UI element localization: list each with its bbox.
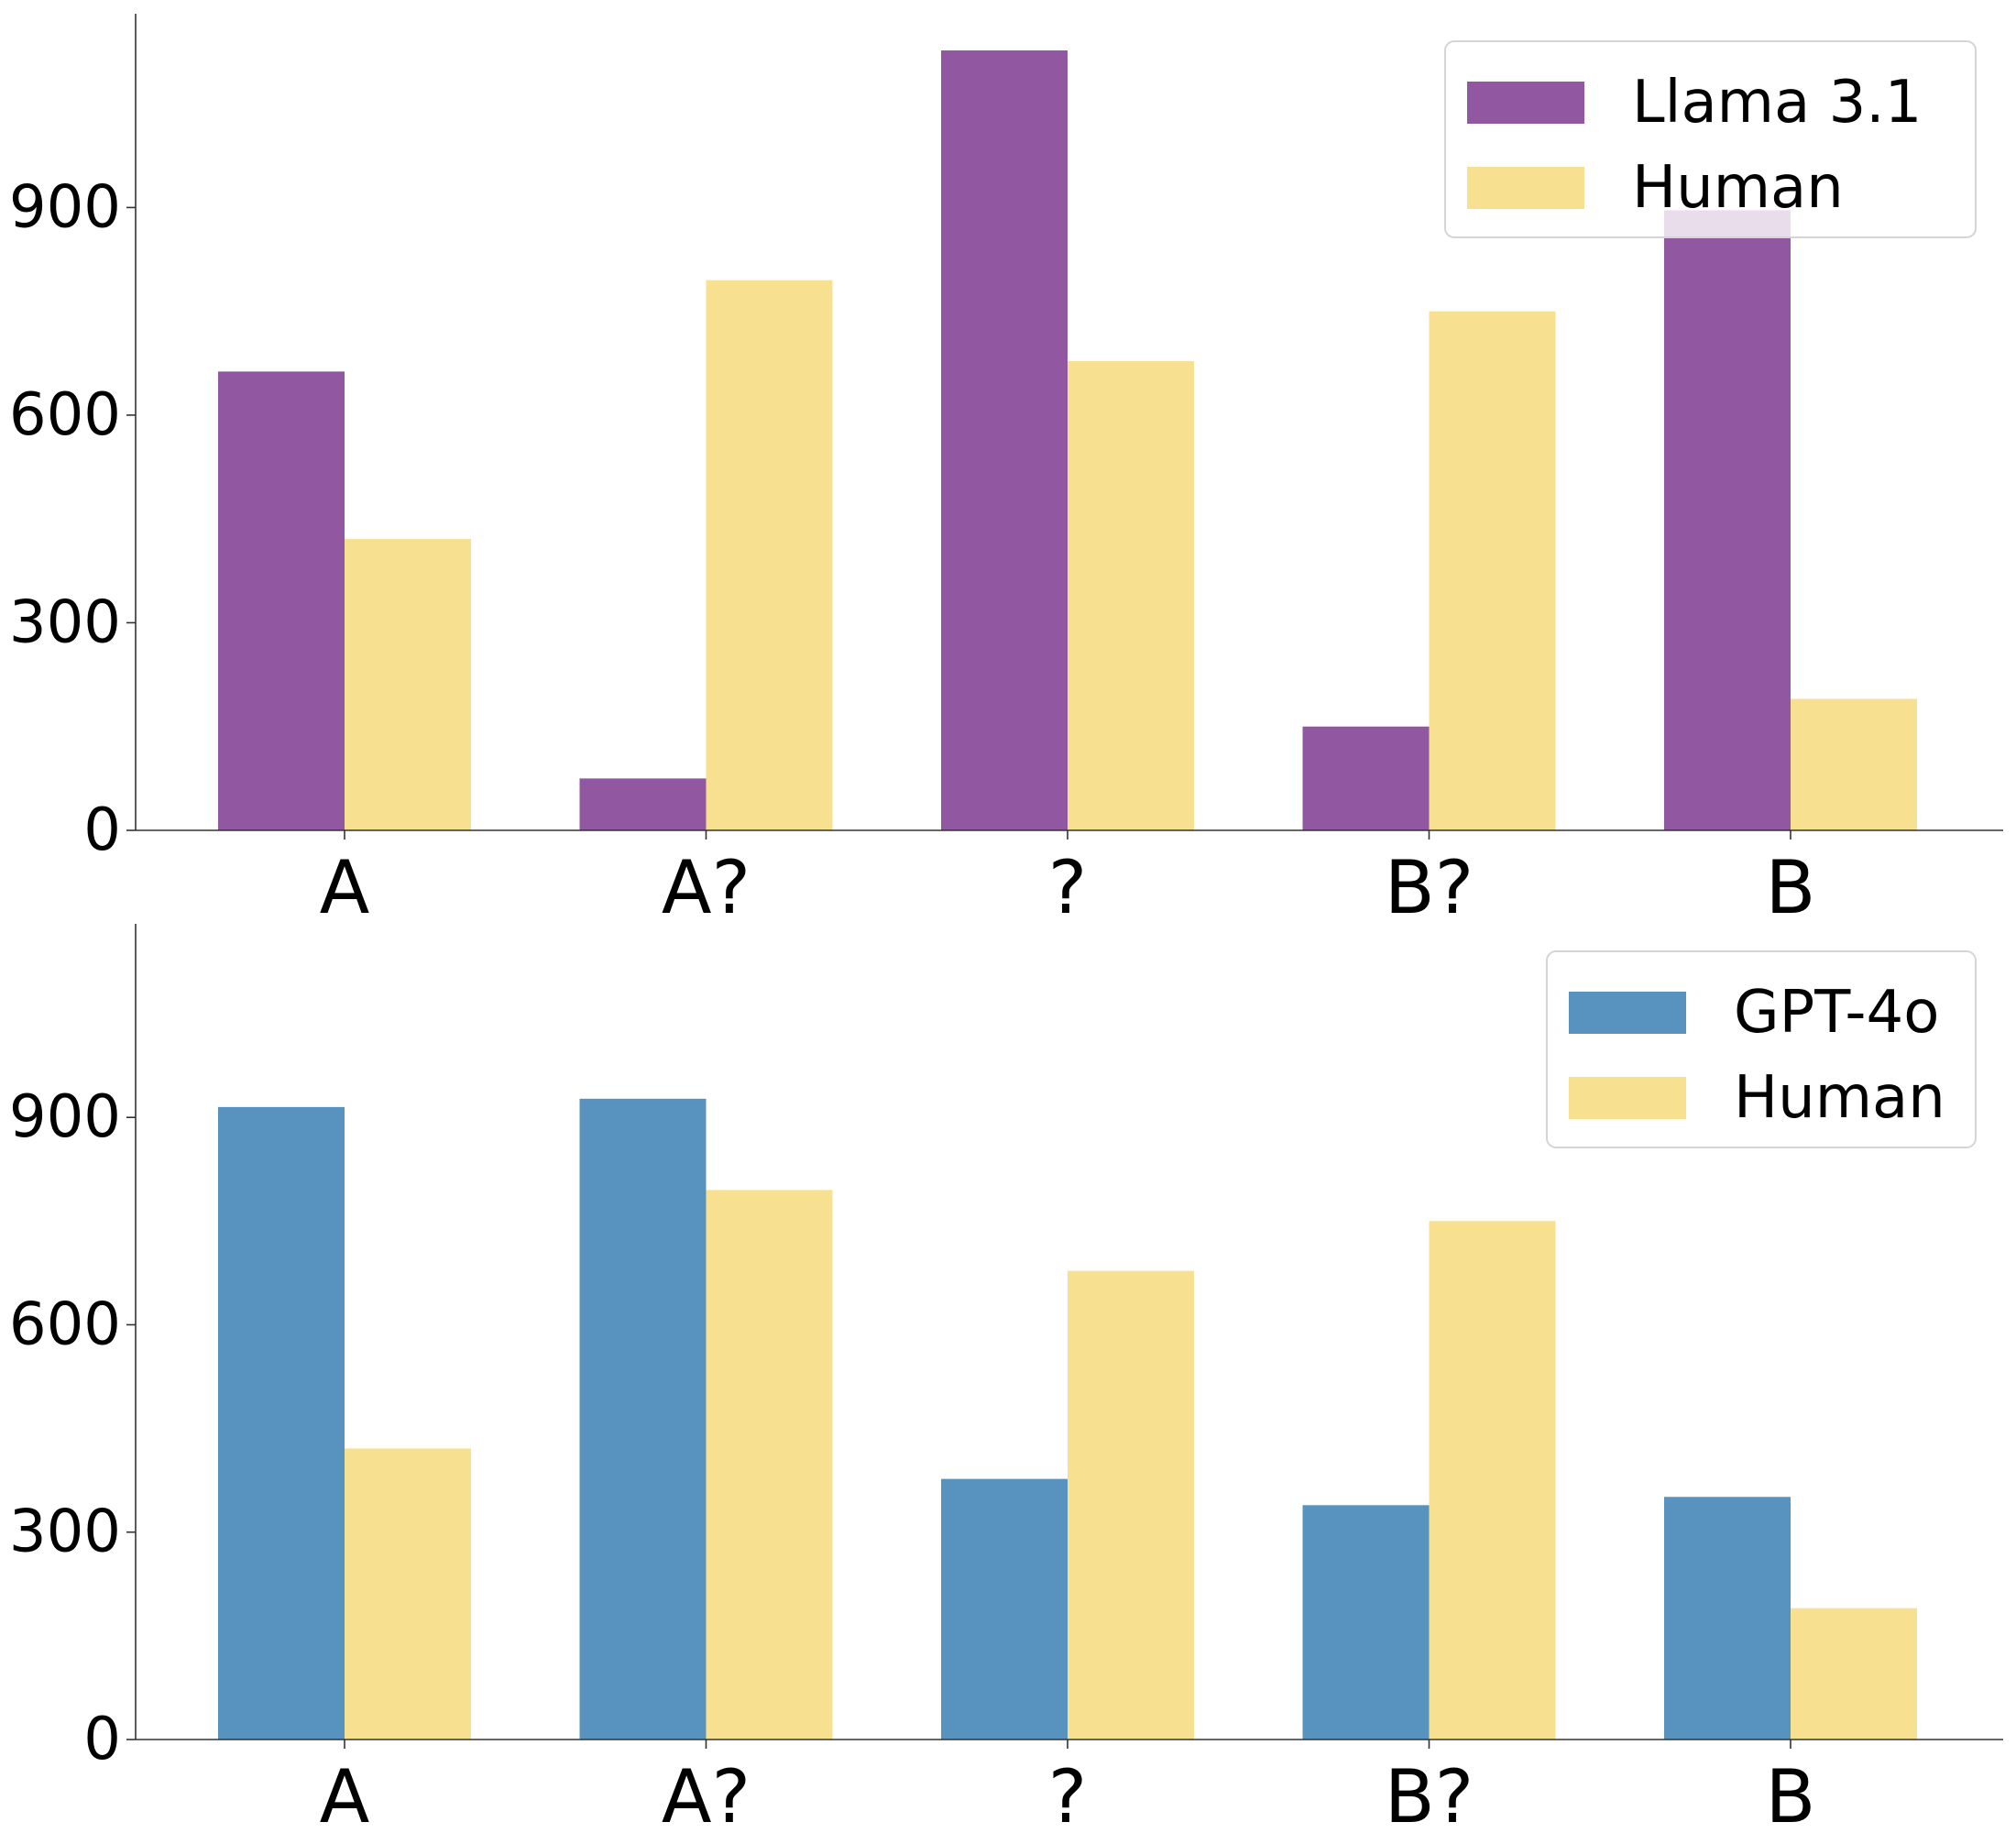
bar-human-1 xyxy=(345,539,471,830)
legend-label: Human xyxy=(1734,1064,1945,1132)
x-tick-label: A xyxy=(320,1754,370,1833)
legend-label: Human xyxy=(1632,154,1844,222)
legend-swatch xyxy=(1569,1077,1686,1119)
bar-human-4 xyxy=(1429,311,1556,831)
y-tick-label: 600 xyxy=(9,1290,121,1358)
legend: GPT-4o Human xyxy=(1546,950,1977,1148)
y-tick-label: 900 xyxy=(9,173,121,241)
bar-human-2 xyxy=(706,1190,833,1740)
bar-human-3 xyxy=(1068,361,1194,830)
bar-human-5 xyxy=(1791,1608,1917,1740)
y-tick-label: 900 xyxy=(9,1083,121,1151)
x-tick-label: B xyxy=(1766,1754,1816,1833)
bar-gpt-4o-2 xyxy=(579,1098,707,1740)
bar-llama-3-1-4 xyxy=(1302,726,1430,830)
bar-gpt-4o-5 xyxy=(1664,1497,1791,1740)
y-tick-label: 0 xyxy=(83,1706,121,1773)
bar-llama-3-1-3 xyxy=(941,50,1068,831)
legend-label: GPT-4o xyxy=(1734,979,1939,1047)
bar-llama-3-1-2 xyxy=(579,778,707,830)
bar-human-4 xyxy=(1429,1221,1556,1740)
bar-human-1 xyxy=(345,1448,471,1740)
chart-panel-2: 0 300 600 900 A A?? B? B GPT-4o Human xyxy=(9,924,2003,1833)
legend: Llama 3.1 Human xyxy=(1444,40,1977,238)
bar-gpt-4o-3 xyxy=(941,1478,1068,1740)
x-tick-label: B? xyxy=(1385,845,1474,930)
legend-label: Llama 3.1 xyxy=(1632,69,1922,137)
bar-gpt-4o-4 xyxy=(1302,1505,1430,1740)
bar-gpt-4o-1 xyxy=(218,1106,345,1740)
bar-human-2 xyxy=(706,280,833,830)
legend-swatch xyxy=(1467,167,1584,209)
x-tick-label: A? xyxy=(662,845,751,930)
y-tick-label: 300 xyxy=(9,1498,121,1566)
x-tick-label: A xyxy=(320,845,370,930)
bar-llama-3-1-5 xyxy=(1664,210,1791,830)
bar-llama-3-1-1 xyxy=(218,371,345,830)
y-tick-label: 300 xyxy=(9,588,121,656)
y-tick-label: 0 xyxy=(83,796,121,864)
bar-human-5 xyxy=(1791,698,1917,830)
x-tick-label: B xyxy=(1766,845,1816,930)
legend-swatch xyxy=(1569,992,1686,1034)
legend-swatch xyxy=(1467,82,1584,124)
x-tick-label: B? xyxy=(1385,1754,1474,1833)
chart-panel-1: 0 300 600 900 A A?? B? B Llama 3.1 Human xyxy=(9,14,2003,930)
y-tick-label: 600 xyxy=(9,381,121,449)
x-tick-label: A? xyxy=(662,1754,751,1833)
x-tick-label: ? xyxy=(1048,845,1087,930)
bar-human-3 xyxy=(1068,1270,1194,1740)
x-tick-label: ? xyxy=(1048,1754,1087,1833)
